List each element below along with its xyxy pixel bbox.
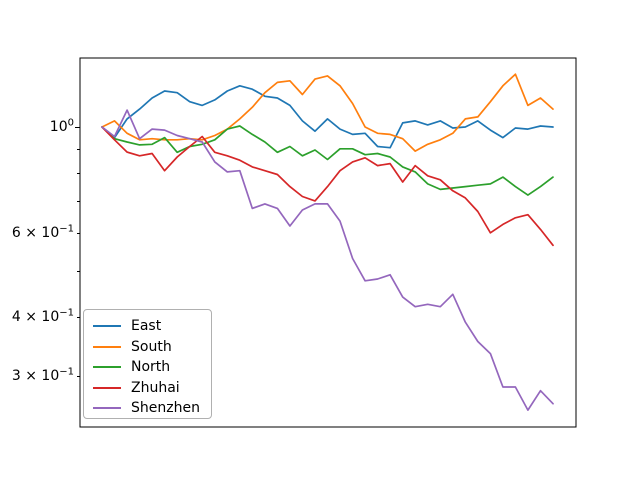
- y-axis-ticks: [75, 127, 80, 377]
- legend-swatch-shenzhen: [93, 407, 121, 410]
- y-tick-label-0.6: 6 × 10−1: [11, 223, 74, 241]
- legend-swatch-north: [93, 366, 121, 369]
- legend: East South North Zhuhai Shenzhen: [83, 309, 212, 419]
- legend-label-east: East: [131, 318, 162, 335]
- legend-swatch-east: [93, 325, 121, 328]
- series-lines: [101, 73, 554, 411]
- legend-label-south: South: [131, 338, 172, 355]
- y-tick-label-1: 100: [49, 117, 74, 135]
- series-line-south: [101, 73, 554, 152]
- series-line-north: [101, 125, 554, 196]
- legend-entry-shenzhen: Shenzhen: [93, 398, 211, 419]
- legend-label-north: North: [131, 359, 171, 376]
- legend-entry-north: North: [93, 357, 211, 378]
- legend-swatch-zhuhai: [93, 386, 121, 389]
- y-tick-label-0.4: 4 × 10−1: [11, 307, 74, 325]
- legend-swatch-south: [93, 345, 121, 348]
- series-line-zhuhai: [101, 126, 554, 247]
- series-line-shenzhen: [101, 109, 554, 411]
- legend-entry-east: East: [93, 316, 211, 337]
- y-tick-label-0.3: 3 × 10−1: [11, 366, 74, 385]
- legend-label-zhuhai: Zhuhai: [131, 379, 180, 396]
- legend-entry-zhuhai: Zhuhai: [93, 378, 211, 399]
- legend-rows: East South North Zhuhai Shenzhen: [93, 316, 211, 419]
- legend-label-shenzhen: Shenzhen: [131, 400, 200, 417]
- legend-entry-south: South: [93, 337, 211, 358]
- series-line-east: [101, 84, 554, 149]
